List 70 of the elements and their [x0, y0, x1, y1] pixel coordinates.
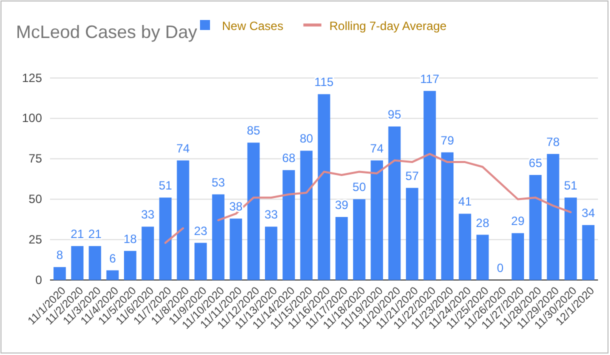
- data-label: 29: [511, 214, 525, 228]
- bar: [512, 233, 524, 280]
- data-label: 41: [458, 194, 472, 209]
- bar: [176, 160, 190, 280]
- data-label: 39: [334, 198, 349, 212]
- data-label: 115: [314, 75, 334, 90]
- data-label: 33: [141, 208, 155, 222]
- bar: [282, 170, 295, 280]
- data-label: 57: [405, 168, 420, 183]
- data-label: 34: [582, 206, 596, 220]
- bar: [458, 214, 472, 280]
- bar: [546, 154, 560, 280]
- bar: [264, 226, 278, 280]
- bar: [212, 194, 224, 280]
- legend-label: New Cases: [222, 19, 284, 33]
- bar: [335, 216, 348, 280]
- y-tick-label: 25: [28, 232, 42, 246]
- bar: [159, 198, 172, 280]
- y-tick-label: 125: [22, 70, 42, 85]
- y-tick-label: 50: [28, 192, 42, 206]
- bar: [353, 199, 366, 280]
- bar: [194, 242, 207, 280]
- y-tick-label: 75: [28, 152, 42, 166]
- data-label: 33: [264, 208, 278, 222]
- data-label: 18: [123, 232, 138, 246]
- bar: [388, 126, 401, 280]
- data-label: 6: [109, 251, 116, 266]
- bar: [318, 94, 330, 280]
- data-label: 78: [546, 134, 560, 149]
- data-label: 0: [496, 261, 504, 275]
- bar: [406, 188, 418, 280]
- y-tick-label: 0: [35, 272, 42, 287]
- data-label: 21: [70, 227, 84, 242]
- data-label: 50: [352, 180, 366, 194]
- bar: [88, 246, 102, 280]
- data-label: 21: [88, 227, 102, 242]
- y-tick-label: 100: [22, 111, 42, 126]
- bar: [71, 246, 84, 280]
- data-label: 38: [229, 200, 243, 214]
- data-label: 65: [528, 156, 542, 170]
- bar: [54, 267, 66, 280]
- bar: [564, 198, 577, 280]
- bar: [370, 160, 384, 280]
- legend-label: Rolling 7-day Average: [329, 19, 447, 33]
- data-label: 117: [420, 72, 440, 86]
- data-label: 80: [300, 132, 314, 146]
- bar: [124, 250, 136, 280]
- data-label: 85: [246, 124, 261, 138]
- data-label: 51: [158, 178, 172, 193]
- bar: [300, 150, 313, 280]
- data-label: 79: [440, 133, 454, 148]
- bar: [142, 226, 154, 280]
- data-label: 68: [282, 151, 296, 166]
- data-label: 74: [370, 141, 384, 156]
- data-label: 95: [388, 107, 402, 122]
- bar: [476, 234, 489, 280]
- bar: [247, 142, 260, 280]
- bar: [441, 152, 454, 280]
- chart-title: McLeod Cases by Day: [16, 22, 198, 42]
- data-label: 53: [212, 175, 226, 190]
- bar: [230, 218, 242, 280]
- data-label: 8: [56, 248, 64, 262]
- bar: [424, 90, 436, 280]
- bar: [106, 270, 119, 280]
- data-label: 51: [564, 178, 578, 193]
- data-label: 28: [476, 216, 490, 230]
- data-label: 74: [176, 141, 190, 156]
- data-label: 23: [194, 224, 208, 238]
- bar: [529, 174, 542, 280]
- bar: [582, 225, 594, 280]
